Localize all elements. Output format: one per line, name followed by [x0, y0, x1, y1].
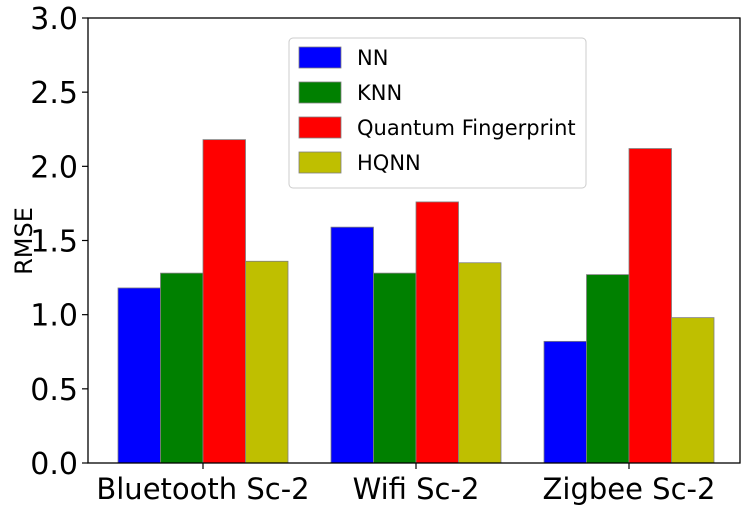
y-tick-label: 0.5 [30, 373, 78, 408]
bar-hqnn-2 [671, 317, 715, 464]
legend-swatch [298, 81, 342, 104]
legend-swatch [298, 46, 342, 69]
y-tick-label: 2.5 [30, 76, 78, 111]
bar-quantum-fingerprint-2 [628, 148, 672, 464]
bar-knn-2 [586, 274, 630, 464]
y-tick-label: 1.0 [30, 299, 78, 334]
legend-swatch [298, 151, 342, 174]
x-tick-label: Wifi Sc-2 [353, 472, 480, 506]
bar-nn-1 [330, 226, 374, 464]
bar-hqnn-1 [458, 262, 502, 464]
bar-hqnn-0 [245, 260, 289, 464]
bar-nn-0 [117, 287, 161, 464]
x-tick-label: Bluetooth Sc-2 [96, 472, 309, 506]
bar-knn-1 [373, 272, 417, 464]
legend-label: Quantum Fingerprint [357, 116, 576, 140]
legend-box [288, 37, 587, 189]
bar-quantum-fingerprint-1 [415, 201, 459, 464]
bar-nn-2 [543, 340, 587, 464]
x-axis: Bluetooth Sc-2 Wifi Sc-2 Zigbee Sc-2 [96, 463, 715, 506]
y-axis: 0.0 0.5 1.0 1.5 2.0 2.5 3.0 [30, 2, 88, 482]
bar-quantum-fingerprint-0 [202, 139, 246, 464]
legend-swatch [298, 116, 342, 139]
bar-knn-0 [160, 272, 204, 464]
legend-label: KNN [357, 81, 402, 105]
legend-label: HQNN [357, 151, 421, 175]
x-tick-label: Zigbee Sc-2 [543, 472, 716, 506]
y-tick-label: 0.0 [30, 447, 78, 482]
legend-label: NN [357, 46, 388, 70]
bars-layer [117, 139, 715, 464]
y-axis-label: RMSE [10, 207, 38, 275]
y-tick-label: 2.0 [30, 150, 78, 185]
y-tick-label: 3.0 [30, 2, 78, 37]
y-tick-label: 1.5 [30, 225, 78, 260]
legend: NN KNN Quantum Fingerprint HQNN [288, 37, 587, 189]
